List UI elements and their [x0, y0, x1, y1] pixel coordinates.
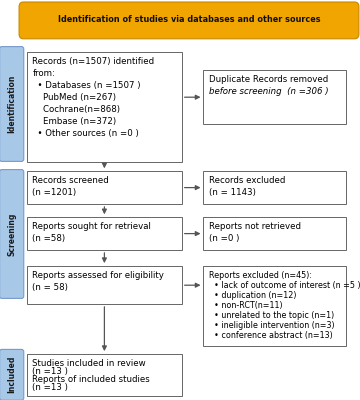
Text: Screening: Screening — [7, 212, 16, 256]
Text: Identification: Identification — [7, 75, 16, 133]
Text: • ineligible intervention (n=3): • ineligible intervention (n=3) — [209, 321, 334, 330]
Bar — [203, 266, 346, 346]
Text: • unrelated to the topic (n=1): • unrelated to the topic (n=1) — [209, 311, 334, 320]
Text: • duplication (n=12): • duplication (n=12) — [209, 291, 296, 300]
FancyBboxPatch shape — [0, 46, 24, 161]
Text: (n =13 ): (n =13 ) — [32, 367, 68, 376]
Text: Identification of studies via databases and other sources: Identification of studies via databases … — [58, 16, 320, 24]
Text: Records (n=1507) identified: Records (n=1507) identified — [32, 57, 154, 66]
Bar — [27, 217, 182, 250]
Text: (n =1201): (n =1201) — [32, 188, 77, 197]
Text: Reports excluded (n=45):: Reports excluded (n=45): — [209, 271, 312, 280]
Text: (n =13 ): (n =13 ) — [32, 383, 68, 392]
Text: PubMed (n=267): PubMed (n=267) — [32, 93, 116, 102]
Text: Reports assessed for eligibility: Reports assessed for eligibility — [32, 271, 164, 280]
Text: Cochrane(n=868): Cochrane(n=868) — [32, 105, 120, 114]
Text: Records screened: Records screened — [32, 176, 109, 186]
Text: Duplicate Records removed: Duplicate Records removed — [209, 75, 328, 84]
Bar — [27, 171, 182, 204]
Text: Reports of included studies: Reports of included studies — [32, 375, 150, 384]
FancyBboxPatch shape — [19, 2, 359, 39]
Text: • conference abstract (n=13): • conference abstract (n=13) — [209, 331, 333, 340]
Text: Records excluded: Records excluded — [209, 176, 285, 186]
Text: (n = 58): (n = 58) — [32, 283, 68, 292]
Text: Reports sought for retrieval: Reports sought for retrieval — [32, 222, 151, 231]
FancyBboxPatch shape — [0, 170, 24, 298]
Bar — [27, 52, 182, 162]
Text: before screening  (n =306 ): before screening (n =306 ) — [209, 87, 328, 96]
Text: • Other sources (n =0 ): • Other sources (n =0 ) — [32, 129, 139, 138]
Bar — [27, 354, 182, 396]
Text: • non-RCT(n=11): • non-RCT(n=11) — [209, 301, 283, 310]
Bar — [203, 70, 346, 124]
Text: (n =58): (n =58) — [32, 234, 66, 242]
Text: (n = 1143): (n = 1143) — [209, 188, 256, 197]
Text: Included: Included — [7, 356, 16, 394]
Text: • lack of outcome of interest (n =5 ): • lack of outcome of interest (n =5 ) — [209, 281, 360, 290]
Bar — [27, 266, 182, 304]
Text: Embase (n=372): Embase (n=372) — [32, 117, 117, 126]
Text: Reports not retrieved: Reports not retrieved — [209, 222, 301, 231]
Text: (n =0 ): (n =0 ) — [209, 234, 239, 242]
Text: • Databases (n =1507 ): • Databases (n =1507 ) — [32, 81, 141, 90]
Text: from:: from: — [32, 69, 55, 78]
Bar — [203, 171, 346, 204]
Text: Studies included in review: Studies included in review — [32, 359, 146, 368]
FancyBboxPatch shape — [0, 350, 24, 400]
Bar — [203, 217, 346, 250]
